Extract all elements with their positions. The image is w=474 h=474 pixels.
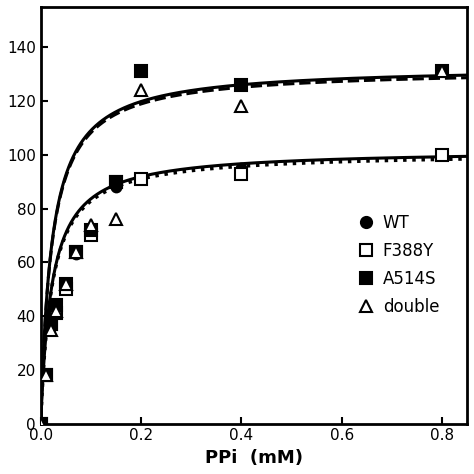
X-axis label: PPi  (mM): PPi (mM) [205, 449, 303, 467]
Legend: WT, F388Y, A514S, double: WT, F388Y, A514S, double [351, 208, 446, 323]
